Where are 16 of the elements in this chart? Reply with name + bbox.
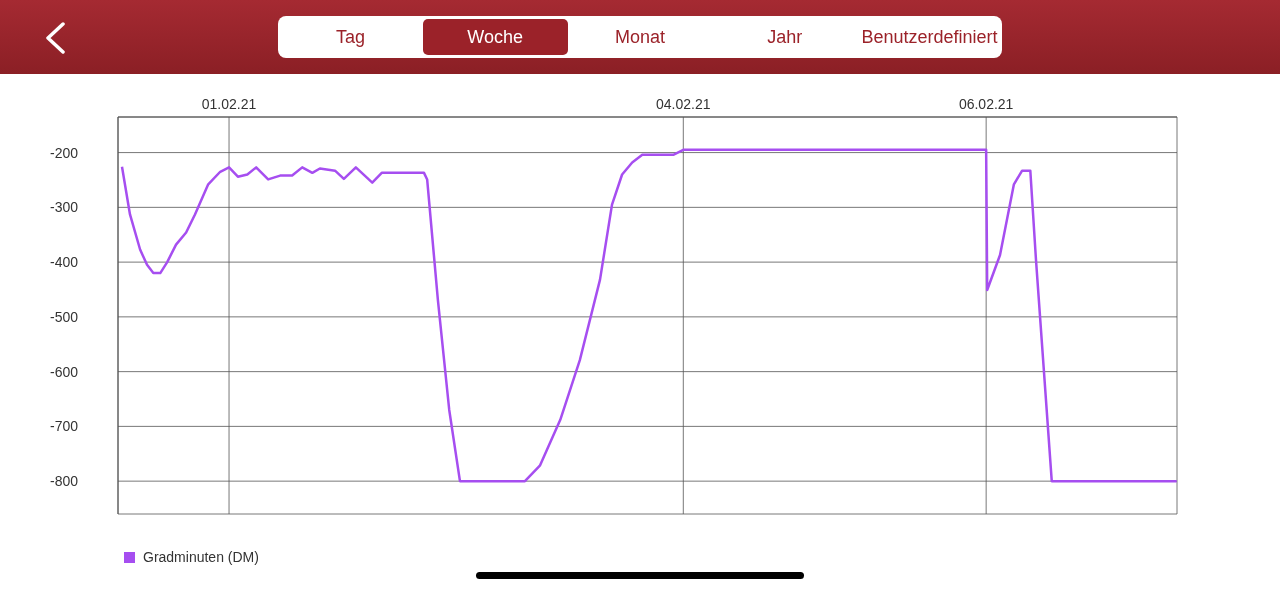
y-tick-label: -400	[49, 254, 79, 271]
y-tick-label: -700	[49, 418, 79, 435]
text: Woche	[422, 19, 568, 55]
text: Tag	[334, 25, 366, 49]
legend-label: Gradminuten (DM)	[143, 549, 259, 565]
text: Benutzerdefiniert	[860, 25, 999, 49]
y-tick-label: -200	[49, 144, 79, 161]
y-tick-label: -500	[49, 308, 79, 325]
y-tick-label: -600	[49, 363, 79, 380]
x-tick-label: 01.02.21	[201, 96, 257, 112]
y-tick-label: -800	[49, 473, 79, 490]
y-tick-label: -300	[49, 199, 79, 216]
text: Monat	[613, 25, 666, 49]
x-tick-label: 06.02.21	[958, 96, 1014, 112]
text: Jahr	[766, 25, 804, 49]
x-tick-label: 04.02.21	[656, 96, 711, 112]
